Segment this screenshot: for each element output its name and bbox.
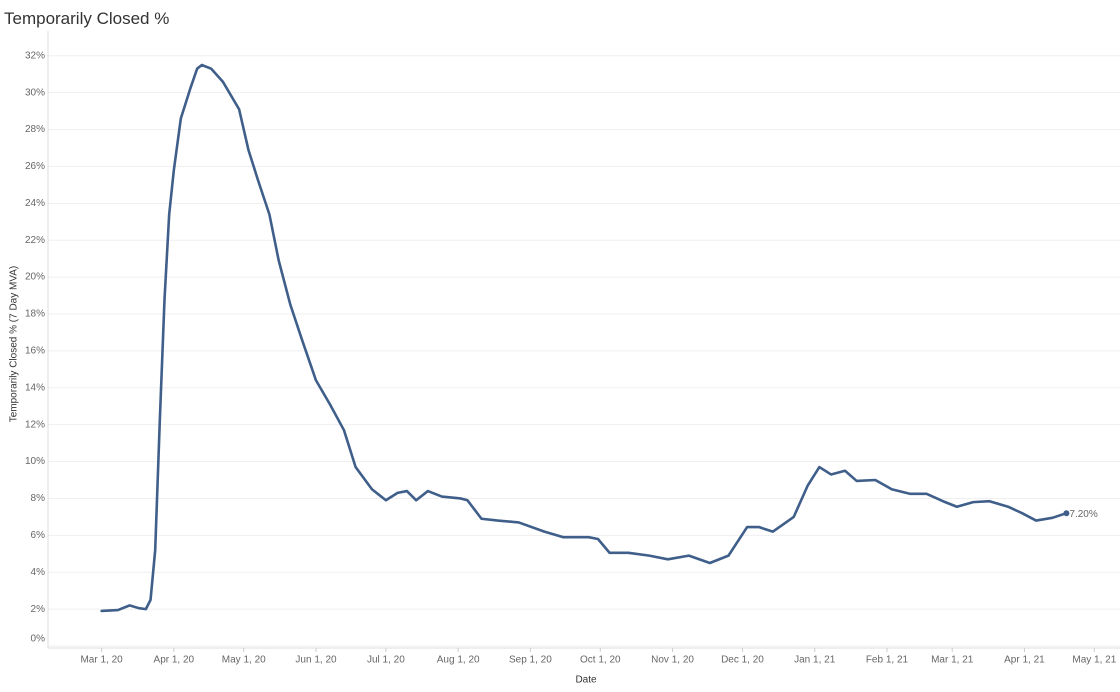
x-tick-label: Mar 1, 20 — [80, 655, 123, 666]
y-tick-label: 8% — [31, 493, 46, 504]
end-point — [1063, 510, 1070, 517]
y-axis-title: Temporarily Closed % (7 Day MVA) — [9, 266, 20, 423]
x-tick-label: Apr 1, 21 — [1004, 655, 1045, 666]
y-tick-label: 12% — [25, 419, 45, 430]
y-tick-label: 22% — [25, 235, 45, 246]
x-tick-label: Sep 1, 20 — [509, 655, 552, 666]
y-tick-label: 26% — [25, 161, 45, 172]
y-tick-label: 4% — [31, 567, 46, 578]
y-tick-label: 20% — [25, 272, 45, 283]
y-tick-label: 30% — [25, 87, 45, 98]
y-tick-label: 2% — [31, 604, 46, 615]
x-tick-label: Nov 1, 20 — [651, 655, 694, 666]
x-tick-label: May 1, 21 — [1072, 655, 1116, 666]
x-tick-label: May 1, 20 — [222, 655, 266, 666]
y-tick-label: 16% — [25, 346, 45, 357]
y-tick-label: 24% — [25, 198, 45, 209]
x-tick-label: Jun 1, 20 — [295, 655, 337, 666]
value-label: 7.20% — [1069, 509, 1097, 520]
y-tick-label: 18% — [25, 309, 45, 320]
series-line — [100, 63, 1068, 613]
y-tick-label: 28% — [25, 124, 45, 135]
y-tick-label: 0% — [31, 634, 46, 645]
x-tick-label: Feb 1, 21 — [866, 655, 909, 666]
x-tick-label: Jul 1, 20 — [367, 655, 405, 666]
chart-title: Temporarily Closed % — [4, 9, 169, 28]
y-tick-label: 10% — [25, 456, 45, 467]
x-tick-label: Mar 1, 21 — [931, 655, 974, 666]
x-tick-label: Aug 1, 20 — [437, 655, 480, 666]
y-tick-label: 32% — [25, 50, 45, 61]
x-tick-label: Jan 1, 21 — [794, 655, 836, 666]
y-tick-label: 14% — [25, 382, 45, 393]
x-axis-title: Date — [575, 675, 597, 686]
x-tick-label: Dec 1, 20 — [721, 655, 764, 666]
x-tick-label: Oct 1, 20 — [580, 655, 621, 666]
y-tick-label: 6% — [31, 530, 46, 541]
x-tick-label: Apr 1, 20 — [154, 655, 195, 666]
